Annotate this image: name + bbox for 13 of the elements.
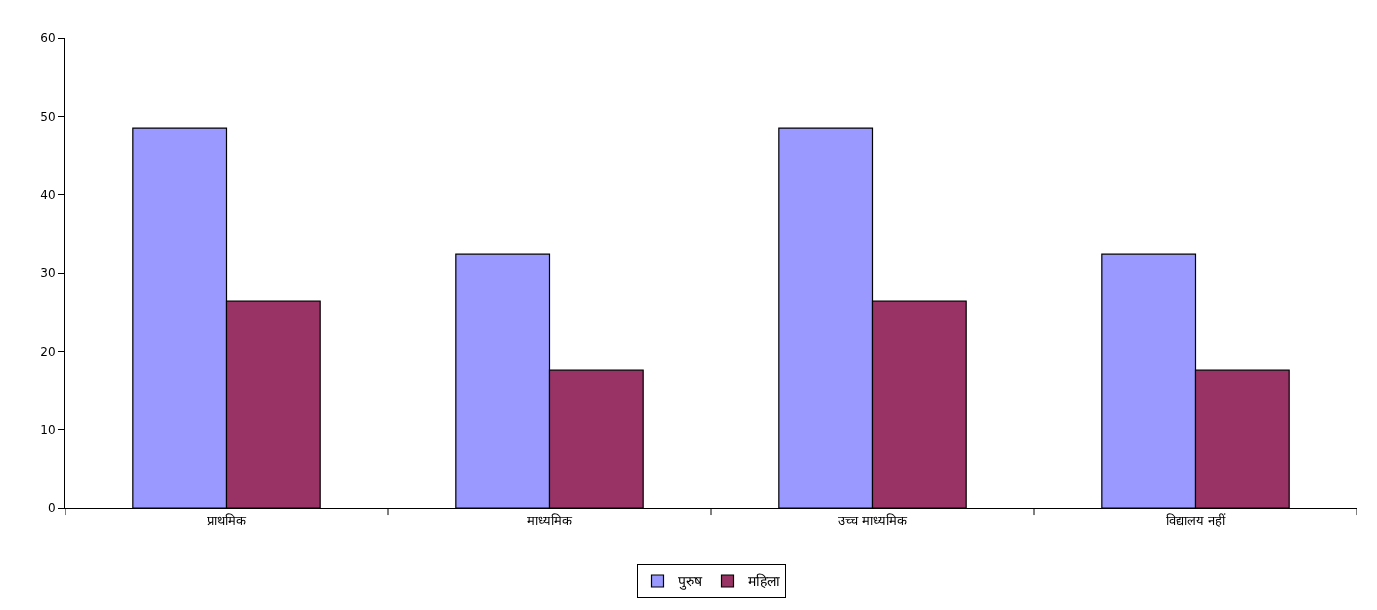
y-tick-label: 0 — [47, 501, 56, 516]
y-tick-label: 10 — [40, 422, 56, 437]
y-tick-label: 50 — [40, 109, 56, 124]
legend-label: महिला — [747, 573, 780, 590]
x-tick-label: माध्यमिक — [527, 512, 573, 528]
y-tick-label: 40 — [40, 187, 56, 202]
y-tick-label: 60 — [40, 31, 56, 46]
x-tick-label: उच्च माध्यमिक — [837, 512, 909, 528]
legend-label: पुरुष — [677, 573, 703, 591]
y-tick-label: 20 — [40, 344, 56, 359]
x-tick-label: प्राथमिक — [207, 512, 247, 528]
x-tick-label: विद्यालय नहीं — [1165, 512, 1227, 528]
y-tick-label: 30 — [40, 266, 56, 281]
